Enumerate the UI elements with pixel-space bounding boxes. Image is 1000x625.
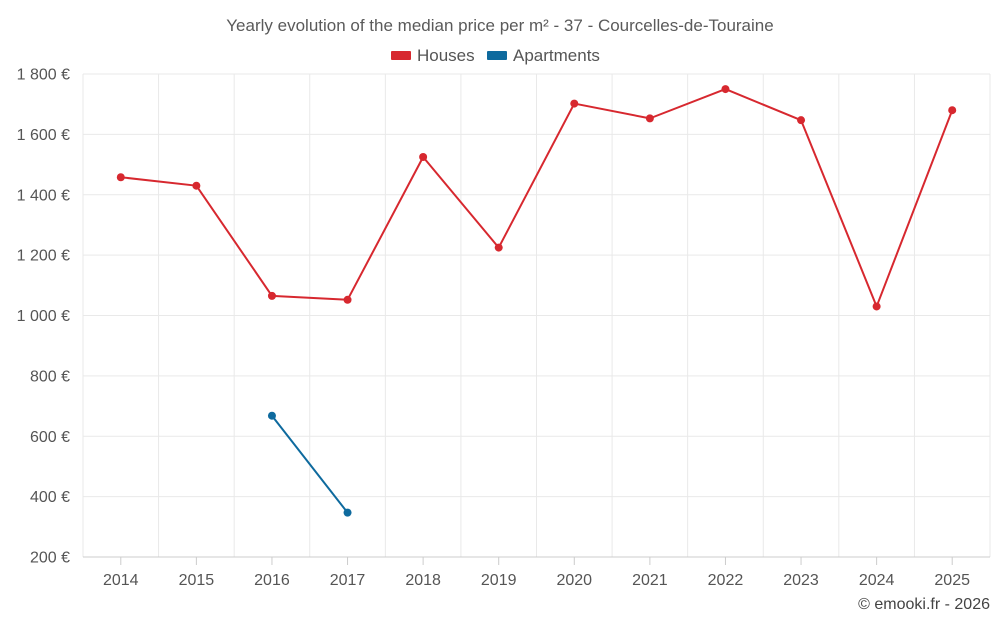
- data-point-houses[interactable]: [721, 85, 730, 94]
- x-tick-label: 2024: [859, 572, 895, 589]
- y-tick-label: 400 €: [30, 489, 70, 506]
- credit-text: © emooki.fr - 2026: [858, 596, 990, 613]
- y-tick-label: 1 600 €: [17, 127, 70, 144]
- x-tick-label: 2018: [405, 572, 441, 589]
- x-tick-label: 2016: [254, 572, 290, 589]
- x-tick-label: 2017: [330, 572, 366, 589]
- legend-item-houses[interactable]: Houses: [391, 46, 475, 65]
- legend-item-apartments[interactable]: Apartments: [487, 46, 600, 65]
- y-tick-label: 200 €: [30, 550, 70, 567]
- data-point-houses[interactable]: [343, 295, 352, 304]
- x-tick-label: 2020: [556, 572, 592, 589]
- y-axis: 200 € 400 € 600 € 800 € 1 000 € 1 200 € 1 400 …: [17, 67, 70, 567]
- data-point-houses[interactable]: [797, 116, 806, 125]
- data-point-houses[interactable]: [948, 106, 957, 115]
- chart-title: Yearly evolution of the median price per…: [226, 16, 773, 35]
- legend-swatch-apartments: [487, 51, 507, 60]
- x-tick-label: 2019: [481, 572, 517, 589]
- y-tick-label: 1 000 €: [17, 308, 70, 325]
- data-point-houses[interactable]: [192, 181, 201, 190]
- y-tick-label: 1 400 €: [17, 187, 70, 204]
- data-point-apartments[interactable]: [343, 508, 352, 517]
- data-point-houses[interactable]: [267, 291, 276, 300]
- x-tick-label: 2021: [632, 572, 668, 589]
- x-gridlines: [82, 74, 991, 557]
- data-point-houses[interactable]: [116, 173, 125, 182]
- y-tick-label: 600 €: [30, 429, 70, 446]
- y-tick-label: 1 800 €: [17, 67, 70, 84]
- data-point-houses[interactable]: [645, 114, 654, 123]
- x-tick-label: 2015: [179, 572, 215, 589]
- legend-label-houses: Houses: [417, 46, 475, 65]
- data-point-houses[interactable]: [872, 302, 881, 311]
- legend-label-apartments: Apartments: [513, 46, 600, 65]
- x-tick-label: 2025: [934, 572, 970, 589]
- x-axis: 2014 2015 2016 2017 2018 2019 2020 2021 2022 2023…: [83, 556, 990, 589]
- x-tick-label: 2023: [783, 572, 819, 589]
- x-tick-label: 2022: [708, 572, 744, 589]
- data-point-houses[interactable]: [570, 99, 579, 108]
- series-line-houses: [119, 88, 954, 308]
- y-tick-label: 800 €: [30, 368, 70, 385]
- y-tick-label: 1 200 €: [17, 248, 70, 265]
- series-apartments: [267, 411, 352, 517]
- series-layer: [116, 85, 957, 517]
- data-point-houses[interactable]: [494, 243, 503, 252]
- data-point-apartments[interactable]: [267, 411, 276, 420]
- series-line-apartments: [270, 414, 349, 514]
- data-point-houses[interactable]: [419, 153, 428, 162]
- legend-swatch-houses: [391, 51, 411, 60]
- series-houses: [116, 85, 957, 311]
- legend: Houses Apartments: [391, 46, 600, 65]
- x-tick-label: 2014: [103, 572, 139, 589]
